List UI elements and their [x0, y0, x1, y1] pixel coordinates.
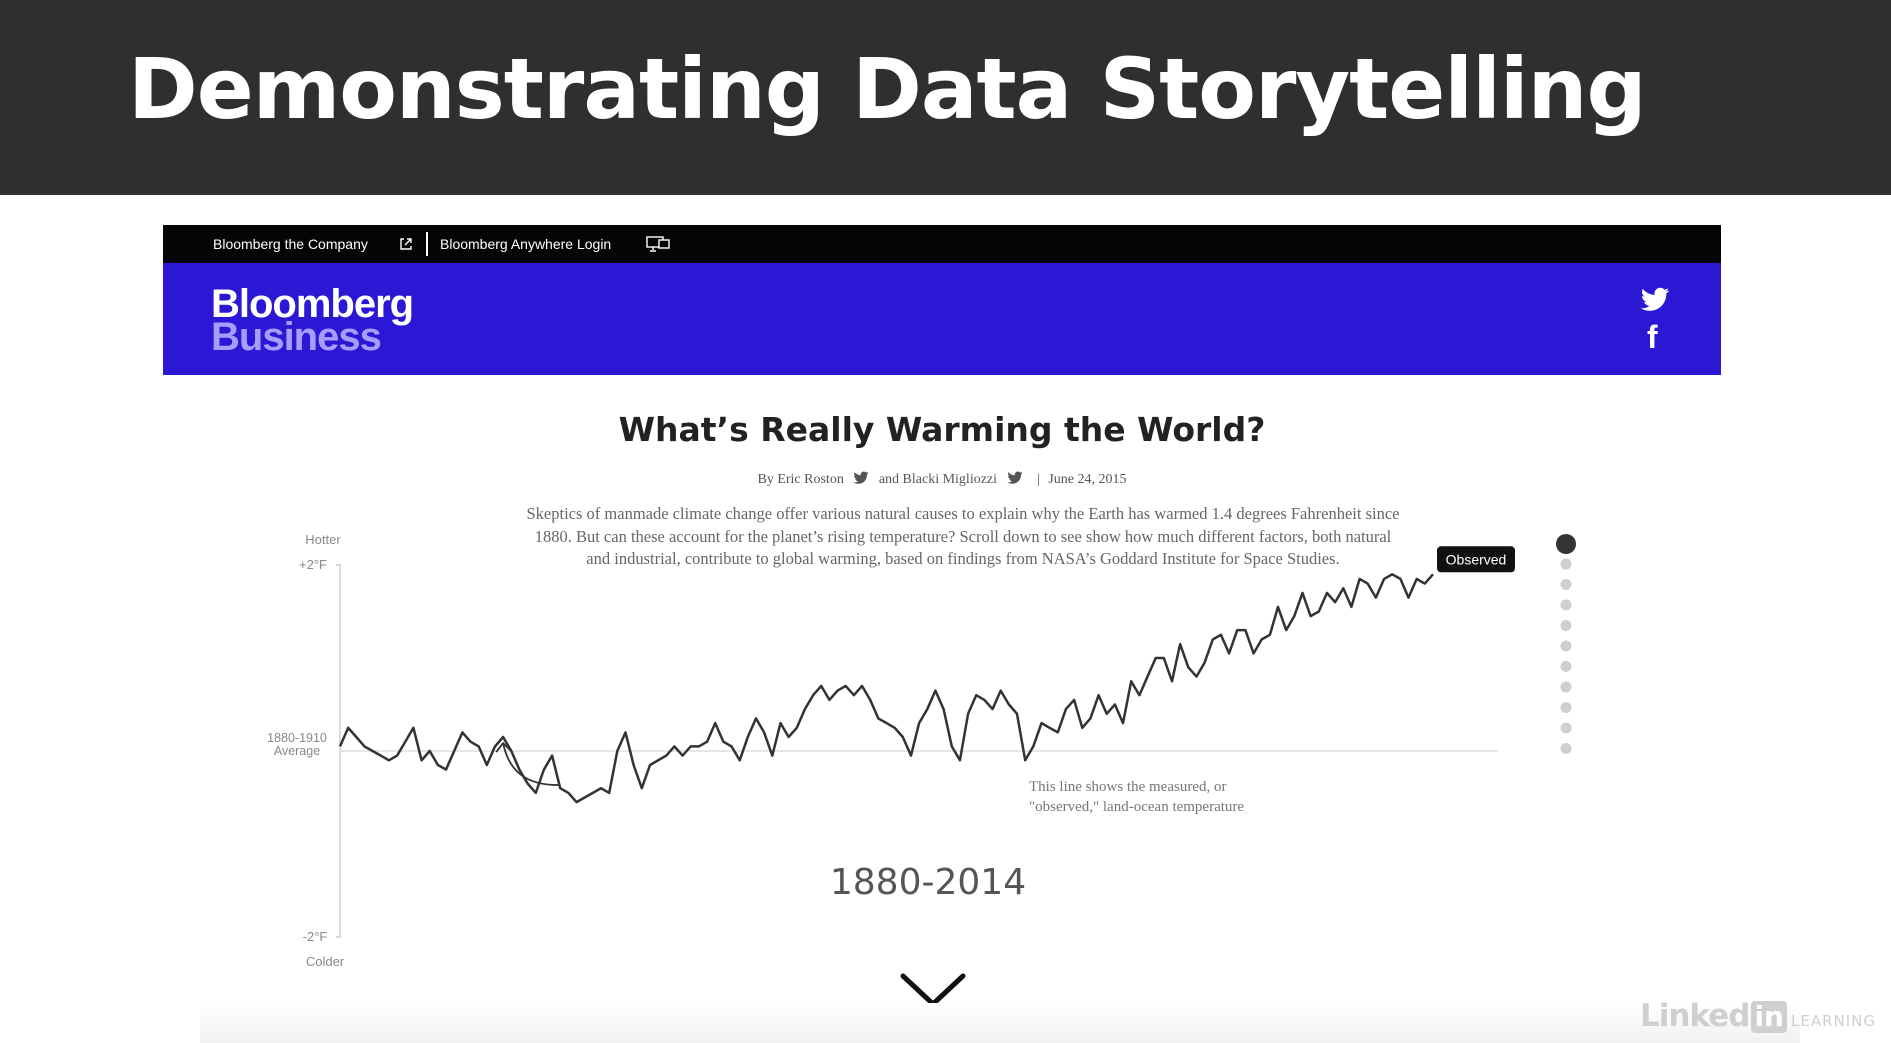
site-brandbar: Bloomberg Business f [163, 263, 1721, 375]
annotation-text-line2: "observed," land-ocean temperature [1029, 799, 1244, 815]
author-twitter-icon[interactable] [1007, 471, 1023, 485]
author-twitter-icon[interactable] [853, 471, 869, 485]
y-tick-label-top: +2°F [299, 557, 327, 572]
y-tick-label-baseline: 1880-1910 Average [267, 731, 327, 758]
nav-dot[interactable] [1560, 640, 1572, 652]
article-screenshot: Bloomberg the Company Bloomberg Anywhere… [163, 225, 1721, 1007]
byline-author-2: and Blacki Migliozzi [878, 472, 998, 487]
nav-dot[interactable] [1560, 579, 1572, 590]
watermark-in-badge: in [1751, 1001, 1787, 1033]
byline-separator: | [1037, 472, 1040, 487]
byline: By Eric Roston and Blacki Migliozzi | Ju… [163, 471, 1721, 488]
slide-header: Demonstrating Data Storytelling [0, 0, 1891, 195]
nav-dot[interactable] [1560, 558, 1572, 570]
site-topbar: Bloomberg the Company Bloomberg Anywhere… [163, 225, 1721, 263]
article-title: What’s Really Warming the World? [618, 410, 1266, 449]
watermark-linked: Linked [1640, 998, 1750, 1034]
byline-author-1: By Eric Roston [757, 472, 844, 487]
nav-dot[interactable] [1560, 620, 1572, 631]
slide-title: Demonstrating Data Storytelling [128, 40, 1647, 138]
topbar-divider [426, 232, 428, 256]
observed-tag-label: Observed [1446, 551, 1507, 567]
facebook-icon[interactable]: f [1647, 319, 1658, 355]
annotation-arrowhead [495, 741, 512, 753]
business-logo[interactable]: Business [211, 315, 382, 359]
nav-dot[interactable] [1560, 722, 1572, 734]
watermark-learning: LEARNING [1790, 1012, 1876, 1030]
nav-dot[interactable] [1560, 599, 1572, 611]
bloomberg-logo[interactable]: Bloomberg [211, 282, 414, 326]
y-tick-label-bottom: -2°F [303, 929, 328, 944]
monitor-icon [646, 236, 670, 252]
y-label-colder: Colder [306, 954, 345, 969]
section-nav-dots[interactable] [1553, 530, 1579, 790]
anywhere-login-link[interactable]: Bloomberg Anywhere Login [440, 236, 612, 252]
linkedin-learning-watermark: Linked in LEARNING [1640, 998, 1876, 1034]
twitter-icon[interactable] [1640, 287, 1670, 313]
article-intro: Skeptics of manmade climate change offer… [526, 504, 1400, 568]
nav-dot[interactable] [1560, 681, 1572, 693]
y-label-hotter: Hotter [305, 532, 341, 547]
annotation-arrow [502, 742, 559, 786]
temperature-chart: Hotter +2°F 1880-1910 Average -2°F Colder… [267, 532, 1515, 969]
annotation-text-line1: This line shows the measured, or [1029, 779, 1226, 795]
period-label: 1880-2014 [829, 862, 1027, 903]
nav-dot[interactable] [1560, 661, 1572, 672]
observed-tag: Observed [1437, 546, 1515, 573]
bottom-fade [200, 1003, 1800, 1043]
nav-dot[interactable] [1560, 743, 1572, 754]
company-link[interactable]: Bloomberg the Company [213, 236, 368, 252]
external-link-icon [400, 238, 412, 250]
nav-dot[interactable] [1560, 702, 1572, 713]
nav-dot-active[interactable] [1556, 534, 1576, 554]
byline-date: June 24, 2015 [1048, 472, 1127, 487]
observed-tag-bg [1437, 546, 1515, 573]
observed-series-line [338, 573, 1434, 804]
